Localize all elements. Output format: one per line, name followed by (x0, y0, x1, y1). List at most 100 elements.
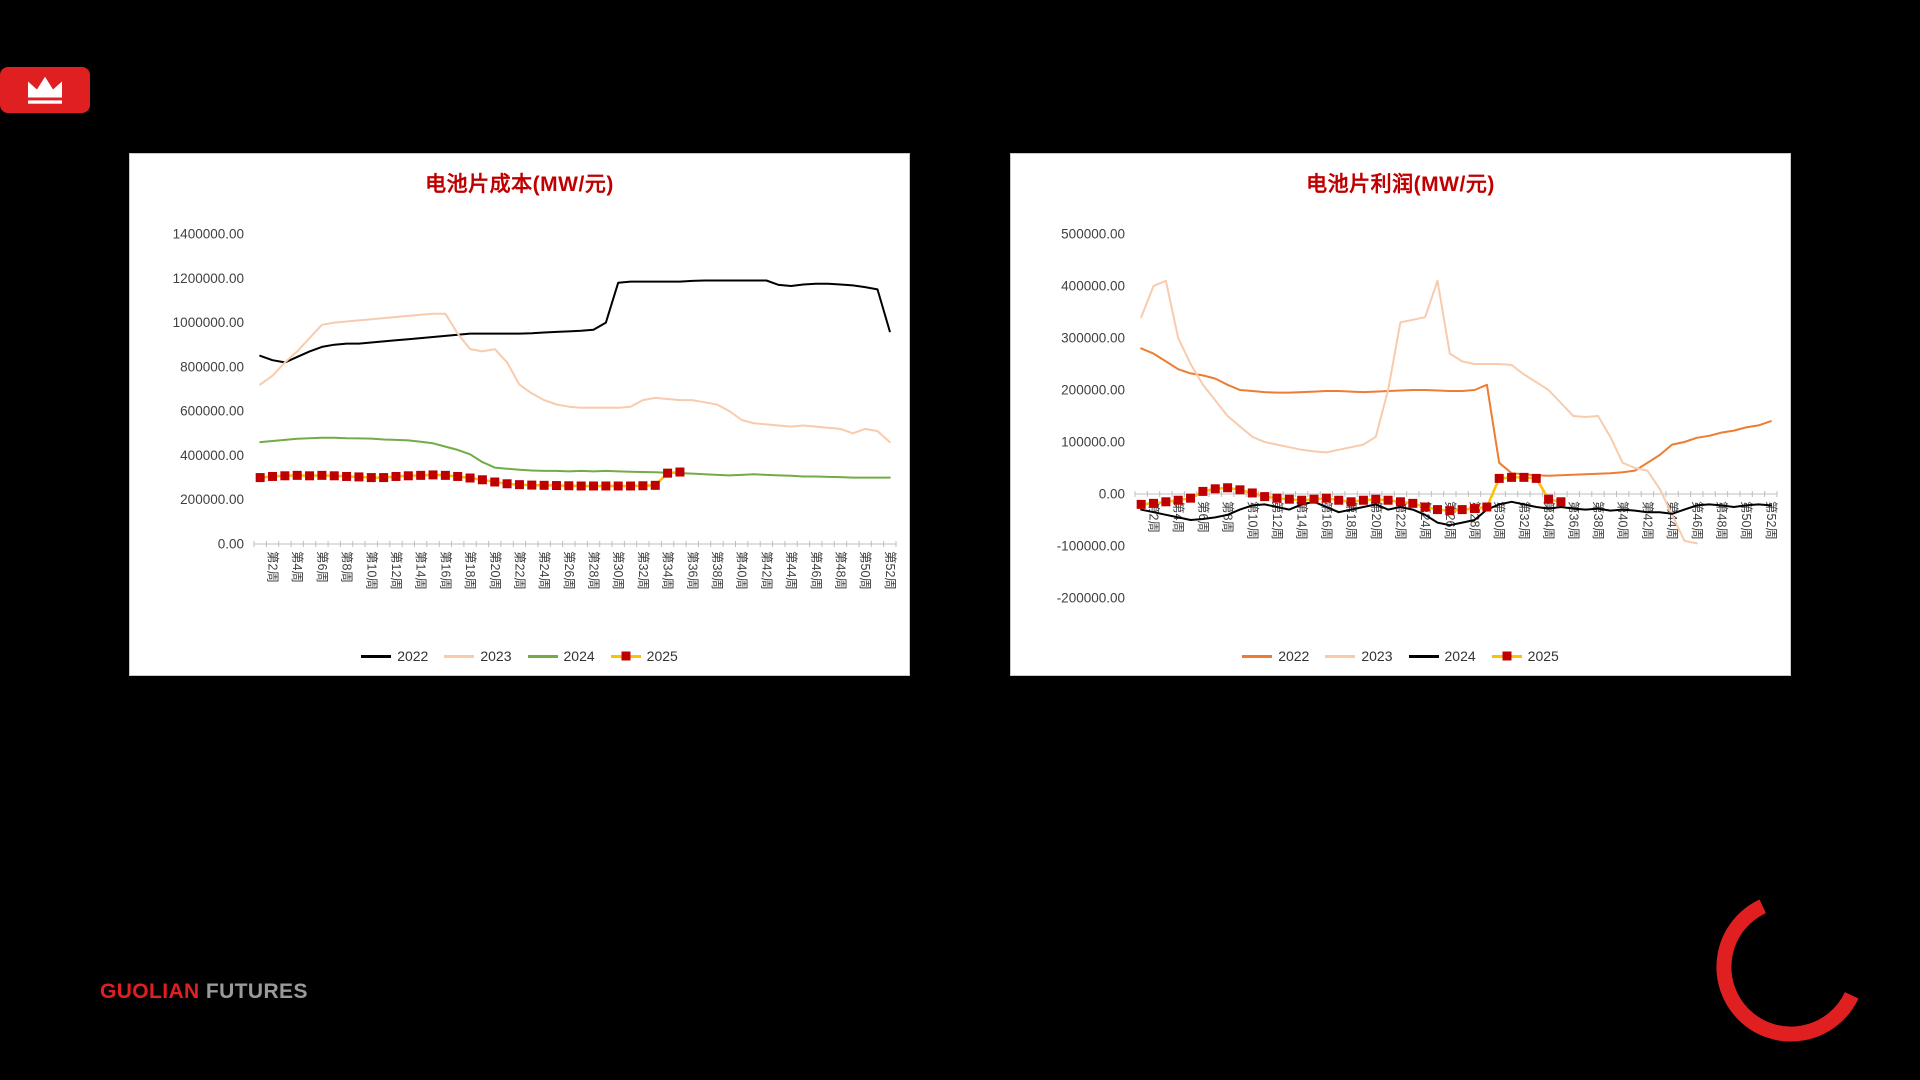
cost-chart-title: 电池片成本(MW/元) (425, 173, 614, 196)
profit-chart-title: 电池片利润(MW/元) (1306, 173, 1495, 196)
svg-text:第36周: 第36周 (685, 551, 699, 590)
brand-logo (0, 67, 90, 113)
svg-text:第2周: 第2周 (266, 551, 280, 583)
svg-text:第26周: 第26周 (562, 551, 576, 590)
arc-icon (1716, 899, 1859, 1042)
svg-text:第16周: 第16周 (438, 551, 452, 590)
svg-text:第8周: 第8周 (1221, 501, 1235, 533)
legend-item-2023: 2023 (1325, 648, 1393, 664)
svg-text:-200000.00: -200000.00 (1057, 591, 1125, 606)
legend-line-sample (1325, 654, 1356, 658)
legend-label: 2022 (397, 648, 429, 664)
svg-text:第46周: 第46周 (809, 551, 823, 590)
svg-text:第30周: 第30周 (1492, 501, 1506, 540)
legend-label: 2025 (646, 648, 678, 664)
svg-text:第18周: 第18周 (463, 551, 477, 590)
svg-text:第6周: 第6周 (315, 551, 329, 583)
svg-text:1400000.00: 1400000.00 (173, 227, 244, 242)
svg-text:第6周: 第6周 (1196, 501, 1210, 533)
svg-text:第4周: 第4周 (290, 551, 304, 583)
svg-text:第38周: 第38周 (710, 551, 724, 590)
svg-text:500000.00: 500000.00 (1061, 227, 1125, 242)
svg-text:1000000.00: 1000000.00 (173, 315, 244, 330)
svg-text:第10周: 第10周 (364, 551, 378, 590)
footer-brand-primary: GUOLIAN (100, 980, 200, 1003)
svg-text:第22周: 第22周 (512, 551, 526, 590)
legend-label: 2024 (563, 648, 595, 664)
svg-text:第18周: 第18周 (1344, 501, 1358, 540)
svg-text:200000.00: 200000.00 (1061, 383, 1125, 398)
svg-text:第50周: 第50周 (1739, 501, 1753, 540)
svg-text:300000.00: 300000.00 (1061, 331, 1125, 346)
svg-text:第2周: 第2周 (1147, 501, 1161, 533)
svg-text:第20周: 第20周 (488, 551, 502, 590)
footer-brand: GUOLIAN FUTURES (100, 980, 308, 1004)
svg-text:第12周: 第12周 (1270, 501, 1284, 540)
svg-text:第36周: 第36周 (1566, 501, 1580, 540)
svg-text:600000.00: 600000.00 (180, 404, 244, 419)
legend-label: 2023 (1361, 648, 1393, 664)
svg-text:第40周: 第40周 (735, 551, 749, 590)
legend-item-2025: 2025 (1491, 648, 1559, 664)
legend-line-sample (1408, 654, 1439, 658)
svg-text:第48周: 第48周 (1714, 501, 1728, 540)
legend-label: 2022 (1278, 648, 1310, 664)
svg-text:第34周: 第34周 (661, 551, 675, 590)
legend-item-2024: 2024 (1408, 648, 1476, 664)
legend-item-2023: 2023 (444, 648, 512, 664)
legend-item-2024: 2024 (527, 648, 595, 664)
svg-text:第42周: 第42周 (759, 551, 773, 590)
svg-text:第16周: 第16周 (1319, 501, 1333, 540)
footer-brand-secondary: FUTURES (205, 980, 308, 1003)
svg-text:第46周: 第46周 (1690, 501, 1704, 540)
svg-text:第24周: 第24周 (537, 551, 551, 590)
cost-chart-legend: 2022 2023 2024 2025 (130, 644, 909, 668)
legend-line-sample (1242, 654, 1273, 658)
svg-text:第10周: 第10周 (1245, 501, 1259, 540)
profit-chart-panel: 电池片利润(MW/元) -200000.00 -100000.00 0.00 1000… (1010, 153, 1791, 676)
legend-label: 2023 (480, 648, 512, 664)
svg-text:第30周: 第30周 (611, 551, 625, 590)
svg-text:0.00: 0.00 (1099, 487, 1125, 502)
svg-text:第22周: 第22周 (1393, 501, 1407, 540)
svg-text:第14周: 第14周 (1295, 501, 1309, 540)
svg-text:0.00: 0.00 (218, 537, 244, 552)
svg-text:第50周: 第50周 (858, 551, 872, 590)
legend-item-2022: 2022 (1242, 648, 1309, 664)
svg-text:400000.00: 400000.00 (180, 448, 244, 463)
cost-chart-plot: 0.00 200000.00 400000.00 600000.00 800000.00… (173, 227, 897, 590)
svg-text:第28周: 第28周 (587, 551, 601, 590)
svg-text:1200000.00: 1200000.00 (173, 271, 244, 286)
legend-item-2022: 2022 (361, 648, 428, 664)
legend-marker (1502, 651, 1512, 661)
svg-text:800000.00: 800000.00 (180, 359, 244, 374)
svg-text:第32周: 第32周 (636, 551, 650, 590)
legend-line-sample (527, 654, 558, 658)
legend-item-2025: 2025 (610, 648, 678, 664)
svg-text:第34周: 第34周 (1542, 501, 1556, 540)
svg-text:第44周: 第44周 (784, 551, 798, 590)
legend-line-sample (444, 654, 475, 658)
legend-label: 2024 (1444, 648, 1476, 664)
crown-icon (28, 76, 62, 104)
legend-line-sample (1491, 651, 1522, 661)
svg-text:第38周: 第38周 (1591, 501, 1605, 540)
cost-chart-panel: 电池片成本(MW/元) 0.00 200000.00 400000.00 600000… (129, 153, 910, 676)
legend-marker (621, 651, 631, 661)
legend-label: 2025 (1527, 648, 1559, 664)
profit-chart-legend: 2022 2023 2024 2025 (1011, 644, 1790, 668)
svg-text:第52周: 第52周 (1764, 501, 1778, 540)
svg-text:第14周: 第14周 (414, 551, 428, 590)
red-arc-decoration (1716, 892, 1866, 1042)
svg-text:400000.00: 400000.00 (1061, 279, 1125, 294)
svg-text:第40周: 第40周 (1616, 501, 1630, 540)
svg-text:第12周: 第12周 (389, 551, 403, 590)
legend-line-sample (361, 654, 392, 658)
svg-text:-100000.00: -100000.00 (1057, 539, 1125, 554)
svg-text:第42周: 第42周 (1640, 501, 1654, 540)
profit-chart-plot: -200000.00 -100000.00 0.00 100000.00 200000.… (1057, 227, 1778, 606)
svg-text:第20周: 第20周 (1369, 501, 1383, 540)
svg-text:200000.00: 200000.00 (180, 492, 244, 507)
svg-text:第52周: 第52周 (883, 551, 897, 590)
